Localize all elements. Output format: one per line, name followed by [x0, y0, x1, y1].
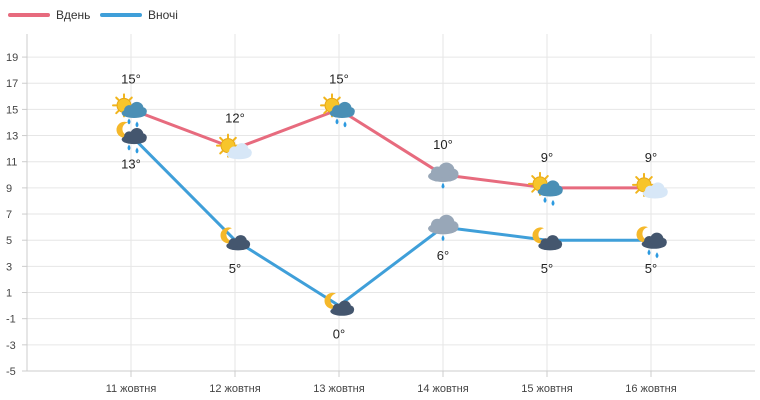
sun-cloud-rain-icon: [112, 93, 147, 128]
data-label-day: 15°: [121, 71, 141, 86]
y-tick-label: 19: [6, 52, 18, 64]
y-tick-label: 11: [6, 157, 17, 169]
sun-cloud-icon: [632, 172, 668, 199]
y-tick-label: -5: [6, 366, 16, 378]
y-tick-label: 17: [6, 78, 18, 90]
moon-cloud-rain-icon: [116, 121, 147, 154]
label-layer: 15° 12° 15° 10° 9° 9° 13° 5° 0° 6° 5° 5°: [121, 71, 657, 341]
legend-swatch-day: [8, 13, 50, 17]
data-label-day: 10°: [433, 137, 453, 152]
moon-cloud-icon: [532, 227, 563, 251]
x-tick-label: 16 жовтня: [625, 383, 676, 395]
axis-layer: 19 17 15 13 11 9 7 5 3 1 -1 -3 -5 11 жовтня 12 жовтня 1…: [6, 34, 755, 395]
x-tick-label: 13 жовтня: [313, 383, 364, 395]
data-label-night: 5°: [229, 261, 241, 276]
y-tick-label: 7: [6, 209, 12, 221]
data-label-night: 5°: [645, 261, 657, 276]
data-label-day: 15°: [329, 71, 349, 86]
data-label-night: 13°: [121, 157, 141, 172]
data-label-day: 9°: [645, 150, 657, 165]
x-tick-label: 11 жовтня: [106, 383, 157, 395]
legend-item-night[interactable]: Вночі: [100, 8, 178, 22]
data-label-night: 6°: [437, 248, 449, 263]
sun-cloud-rain-icon: [320, 93, 355, 128]
icon-layer: [112, 93, 668, 316]
cloud-rain-icon: [428, 214, 459, 242]
data-label-night: 5°: [541, 261, 553, 276]
y-tick-label: 15: [6, 104, 18, 116]
series-line-night: [129, 134, 653, 308]
cloud-rain-icon: [428, 162, 459, 189]
moon-cloud-icon: [324, 292, 355, 316]
y-tick-label: 3: [6, 261, 12, 273]
legend-label-day: Вдень: [56, 8, 90, 22]
data-label-day: 12°: [225, 111, 245, 126]
series-layer: [129, 107, 653, 308]
y-tick-label: 5: [6, 235, 12, 247]
data-label-night: 0°: [333, 327, 345, 342]
y-tick-label: 9: [6, 183, 12, 195]
moon-cloud-rain-icon: [636, 226, 667, 259]
sun-cloud-icon: [216, 133, 252, 160]
legend-label-night: Вночі: [148, 8, 178, 22]
sun-cloud-rain-icon: [528, 171, 563, 206]
data-label-day: 9°: [541, 150, 553, 165]
legend-item-day[interactable]: Вдень: [8, 8, 90, 22]
y-tick-label: -1: [6, 314, 16, 326]
legend: Вдень Вночі: [8, 8, 178, 22]
x-tick-label: 12 жовтня: [209, 383, 260, 395]
x-tick-label: 14 жовтня: [417, 383, 468, 395]
moon-cloud-icon: [220, 227, 251, 251]
x-tick-label: 15 жовтня: [521, 383, 572, 395]
y-tick-label: 13: [6, 131, 18, 143]
y-tick-label: -3: [6, 340, 16, 352]
y-tick-label: 1: [6, 288, 12, 300]
series-line-day: [129, 107, 653, 190]
legend-swatch-night: [100, 13, 142, 17]
